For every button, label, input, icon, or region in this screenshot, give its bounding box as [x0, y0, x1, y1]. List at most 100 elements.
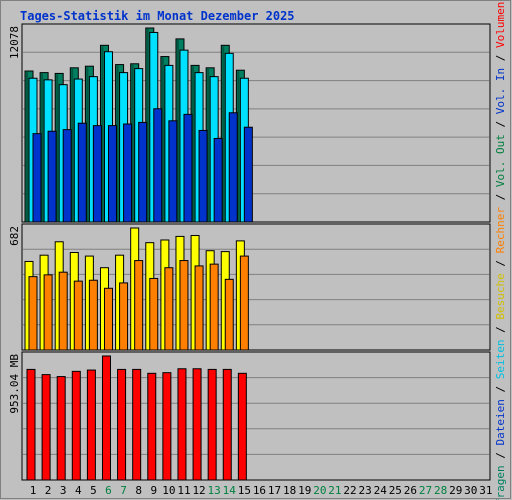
- x-label-1: 1: [30, 484, 37, 497]
- x-label-14: 14: [223, 484, 237, 497]
- chart-panels: 12078 682 953.04 MB: [8, 23, 491, 481]
- bar-seiten-8: [138, 121, 148, 223]
- bar-rechner-1: [28, 276, 38, 351]
- legend-item-0: Anfragen: [494, 465, 507, 500]
- bar-seiten-14: [228, 112, 238, 223]
- bar-seiten-12: [198, 129, 208, 223]
- x-label-15: 15: [238, 484, 251, 497]
- bar-shade: [176, 39, 179, 221]
- x-label-28: 28: [434, 484, 447, 497]
- legend-item-8: Rechner: [494, 207, 507, 254]
- bar-rechner-14: [224, 278, 234, 351]
- bar-seiten-11: [183, 113, 193, 223]
- panel-top: 12078: [8, 23, 491, 223]
- x-label-5: 5: [90, 484, 97, 497]
- panel-frame: [21, 23, 491, 223]
- x-label-8: 8: [135, 484, 142, 497]
- bar-shade: [146, 29, 149, 221]
- bar-shade: [192, 66, 195, 221]
- x-label-12: 12: [192, 484, 205, 497]
- bar-volumen-6: [101, 355, 111, 481]
- bar-volumen-3: [56, 376, 66, 481]
- bar-shade: [222, 46, 225, 221]
- bar-volumen-10: [162, 372, 172, 481]
- bar-seiten-2: [47, 130, 57, 223]
- bar-seiten-9: [153, 108, 163, 223]
- bar-rechner-8: [134, 260, 144, 351]
- x-label-26: 26: [404, 484, 417, 497]
- x-label-22: 22: [343, 484, 356, 497]
- x-label-2: 2: [45, 484, 52, 497]
- x-label-27: 27: [419, 484, 432, 497]
- bar-shade: [207, 68, 210, 222]
- bar-seiten-7: [123, 123, 133, 223]
- x-label-19: 19: [298, 484, 311, 497]
- y-max-label: 953.04 MB: [8, 354, 21, 414]
- bar-rechner-13: [209, 263, 219, 351]
- bar-shade: [237, 71, 240, 221]
- bar-seiten-1: [32, 133, 42, 223]
- legend-item-4: Seiten: [494, 339, 507, 379]
- bar-volumen-11: [177, 368, 187, 481]
- x-label-20: 20: [313, 484, 326, 497]
- bar-shade: [86, 67, 89, 221]
- bar-volumen-4: [71, 370, 81, 481]
- legend-item-12: Vol. In: [494, 68, 507, 114]
- chart-legend: Anfragen / Dateien / Seiten / Besuche / …: [494, 2, 507, 500]
- legend-item-5: /: [494, 320, 507, 340]
- x-label-21: 21: [328, 484, 341, 497]
- bar-rechner-15: [239, 255, 249, 351]
- x-label-18: 18: [283, 484, 296, 497]
- bar-volumen-5: [86, 369, 96, 481]
- bar-rechner-12: [194, 265, 204, 351]
- bar-shade: [131, 64, 134, 222]
- bar-shade: [161, 57, 164, 221]
- legend-item-6: Besuche: [494, 273, 507, 319]
- panel-frame: [21, 223, 491, 351]
- x-label-11: 11: [177, 484, 190, 497]
- panel-frame: [21, 351, 491, 481]
- bar-rechner-3: [58, 271, 68, 351]
- x-label-23: 23: [359, 484, 372, 497]
- bar-shade: [116, 65, 119, 221]
- x-label-24: 24: [374, 484, 388, 497]
- bar-volumen-15: [237, 372, 247, 481]
- bar-rechner-11: [179, 260, 189, 351]
- legend-item-14: Volumen: [494, 2, 507, 48]
- bar-volumen-13: [207, 368, 217, 481]
- bar-seiten-5: [92, 125, 102, 223]
- y-max-label: 12078: [8, 26, 21, 59]
- bar-seiten-10: [168, 120, 178, 223]
- bar-seiten-13: [213, 137, 223, 223]
- legend-item-13: /: [494, 48, 507, 68]
- bar-volumen-8: [132, 368, 142, 481]
- x-label-30: 30: [464, 484, 477, 497]
- bar-volumen-1: [26, 368, 36, 481]
- bar-seiten-6: [107, 125, 117, 223]
- bar-rechner-4: [73, 280, 83, 351]
- legend-item-11: /: [494, 114, 507, 134]
- bar-shade: [56, 74, 59, 222]
- x-label-17: 17: [268, 484, 281, 497]
- x-label-31: 31: [479, 484, 492, 497]
- bar-seiten-15: [243, 126, 253, 223]
- bar-seiten-3: [62, 129, 72, 223]
- bar-shade: [41, 73, 44, 221]
- bar-volumen-14: [222, 368, 232, 481]
- bar-rechner-5: [88, 279, 98, 351]
- x-label-16: 16: [253, 484, 266, 497]
- x-label-9: 9: [150, 484, 157, 497]
- chart-title: Tages-Statistik im Monat Dezember 2025: [20, 9, 295, 23]
- bar-rechner-6: [103, 287, 113, 351]
- bar-volumen-2: [41, 374, 51, 481]
- x-axis-labels: 1 2 3 4 5 6 7 8 9 10 11 12 13 14 15 16 17 18 19 20 21 22 23 24 2…: [30, 484, 493, 497]
- panel-bottom: 953.04 MB: [8, 351, 491, 481]
- legend-item-10: Vol. Out: [494, 134, 507, 187]
- bar-shade: [101, 46, 104, 221]
- x-label-10: 10: [162, 484, 175, 497]
- x-label-13: 13: [208, 484, 221, 497]
- bar-volumen-7: [117, 368, 127, 481]
- bar-volumen-9: [147, 372, 157, 481]
